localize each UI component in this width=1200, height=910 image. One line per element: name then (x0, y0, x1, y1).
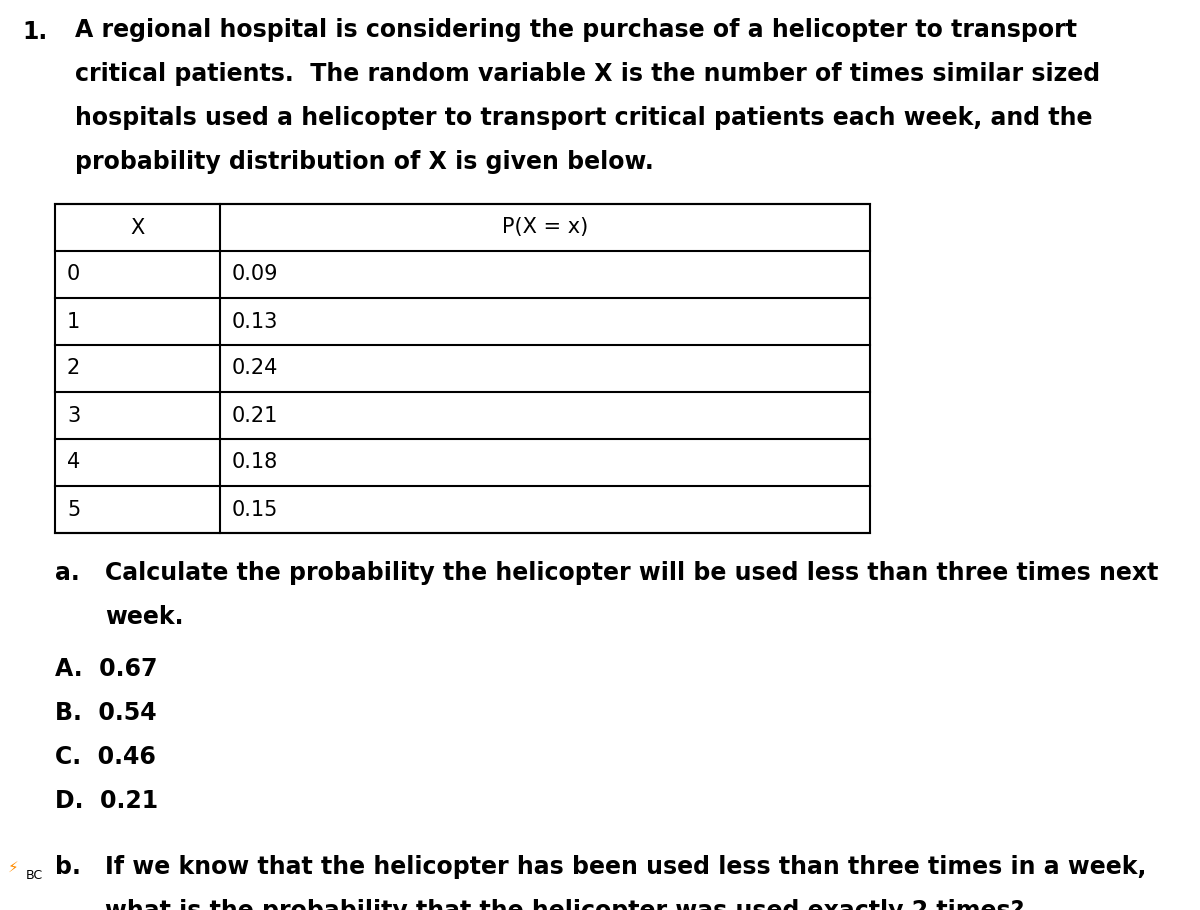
Text: X: X (131, 217, 145, 238)
Text: probability distribution of X is given below.: probability distribution of X is given b… (74, 150, 654, 174)
Text: Calculate the probability the helicopter will be used less than three times next: Calculate the probability the helicopter… (106, 561, 1158, 585)
Text: 1: 1 (67, 311, 80, 331)
Text: week.: week. (106, 605, 184, 629)
Text: 0.21: 0.21 (232, 406, 278, 426)
Text: 0.18: 0.18 (232, 452, 278, 472)
Text: If we know that the helicopter has been used less than three times in a week,: If we know that the helicopter has been … (106, 855, 1146, 879)
Text: b.: b. (55, 855, 80, 879)
Text: B.  0.54: B. 0.54 (55, 701, 157, 725)
Text: D.  0.21: D. 0.21 (55, 789, 158, 813)
Text: ⚡: ⚡ (8, 860, 19, 875)
Text: 0: 0 (67, 265, 80, 285)
Text: 0.09: 0.09 (232, 265, 278, 285)
Text: BC: BC (26, 869, 43, 882)
Text: what is the probability that the helicopter was used exactly 2 times?: what is the probability that the helicop… (106, 899, 1025, 910)
Text: P(X = x): P(X = x) (502, 217, 588, 238)
Text: A regional hospital is considering the purchase of a helicopter to transport: A regional hospital is considering the p… (74, 18, 1078, 42)
Text: 1.: 1. (22, 20, 47, 44)
Bar (55, 204, 870, 533)
Text: 0.24: 0.24 (232, 359, 278, 379)
Text: 0.13: 0.13 (232, 311, 278, 331)
Text: a.: a. (55, 561, 79, 585)
Text: critical patients.  The random variable X is the number of times similar sized: critical patients. The random variable X… (74, 62, 1100, 86)
Text: 4: 4 (67, 452, 80, 472)
Text: 5: 5 (67, 500, 80, 520)
Text: hospitals used a helicopter to transport critical patients each week, and the: hospitals used a helicopter to transport… (74, 106, 1092, 130)
Text: 2: 2 (67, 359, 80, 379)
Text: 0.15: 0.15 (232, 500, 278, 520)
Text: C.  0.46: C. 0.46 (55, 745, 156, 769)
Text: A.  0.67: A. 0.67 (55, 657, 157, 681)
Text: 3: 3 (67, 406, 80, 426)
